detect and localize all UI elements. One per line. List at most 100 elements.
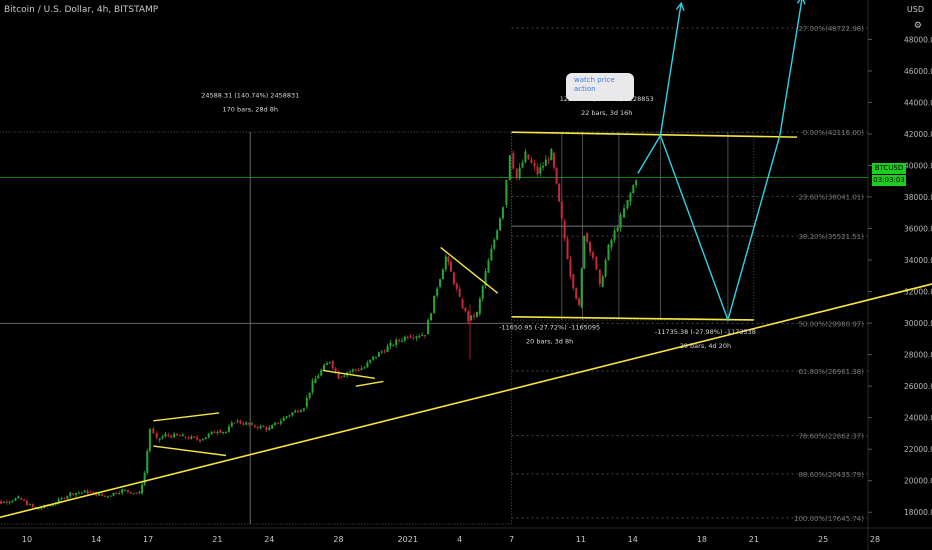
candle-body	[487, 260, 490, 273]
candle-body	[300, 410, 303, 413]
candle-body	[595, 256, 598, 270]
candle-body	[291, 412, 294, 416]
x-tick-label: 14	[91, 535, 101, 544]
candle-body	[86, 490, 89, 494]
candle-body	[256, 426, 259, 429]
measurement-bars-label: 170 bars, 28d 8h	[222, 106, 278, 114]
candle-body	[178, 435, 181, 437]
candle-body	[369, 359, 372, 363]
candle-body	[248, 422, 251, 425]
candle-body	[470, 315, 473, 320]
candle-body	[187, 437, 190, 439]
candle-body	[89, 491, 92, 493]
candle-body	[170, 435, 173, 438]
candle-body	[236, 420, 239, 422]
candle-body	[245, 422, 248, 425]
candle-body	[233, 422, 236, 424]
y-tick-label: 26000.00	[904, 382, 932, 391]
candle-body	[282, 417, 285, 421]
candle-body	[5, 501, 8, 503]
candle-body	[337, 371, 340, 379]
candle-body	[578, 298, 581, 305]
candle-body	[210, 431, 213, 434]
x-tick-label: 4	[457, 535, 462, 544]
candle-body	[501, 207, 504, 219]
candle-body	[31, 504, 34, 507]
candle-body	[60, 497, 63, 500]
candle-body	[271, 424, 274, 429]
candle-body	[230, 422, 233, 427]
candle-body	[100, 493, 103, 496]
candle-body	[204, 437, 207, 440]
candle-body	[392, 345, 395, 347]
candle-body	[372, 356, 375, 360]
candle-body	[305, 397, 308, 407]
candle-body	[377, 352, 380, 357]
candle-body	[569, 259, 572, 277]
y-tick-label: 34000.00	[904, 256, 932, 265]
flag-upper-line	[322, 369, 375, 379]
candle-body	[395, 339, 398, 346]
annotation-line2: action	[574, 85, 596, 93]
candle-body	[518, 167, 521, 179]
candle-body	[478, 298, 481, 314]
candle-body	[66, 496, 69, 499]
y-tick-label: 46000.00	[904, 67, 932, 76]
chart-title: Bitcoin / U.S. Dollar, 4h, BITSTAMP	[4, 5, 159, 15]
projection-path	[637, 133, 781, 323]
x-tick-label: 21	[212, 535, 222, 544]
y-tick-label: 44000.00	[904, 98, 932, 107]
candle-body	[439, 279, 442, 287]
x-tick-label: 2021	[398, 535, 418, 544]
candle-body	[619, 214, 622, 228]
candle-body	[427, 320, 430, 335]
candle-body	[216, 431, 219, 434]
projection-arrow	[659, 3, 682, 136]
fib-level-label: 38.20%(35521.51)	[798, 233, 864, 241]
candle-body	[450, 261, 452, 272]
fib-level-label: 0.00%(42116.00)	[803, 129, 864, 137]
candle-body	[458, 288, 461, 297]
candle-body	[193, 436, 196, 438]
candle-body	[340, 376, 343, 378]
candle-body	[349, 371, 352, 373]
candle-body	[302, 408, 305, 411]
trendline	[0, 283, 932, 519]
current-price-badge: BTCUSD 39226.23	[872, 163, 906, 183]
candle-body	[415, 336, 418, 338]
y-tick-label: 30000.00	[904, 319, 932, 328]
candle-body	[77, 492, 80, 494]
settings-gear-icon[interactable]: ⚙	[913, 21, 922, 31]
candle-body	[436, 288, 439, 296]
fib-level-label: 61.80%(26961.38)	[798, 368, 864, 376]
candle-body	[452, 272, 455, 284]
projection-arrowhead	[675, 1, 685, 11]
y-tick-label: 38000.00	[904, 193, 932, 202]
candle-body	[601, 276, 604, 287]
candle-body	[331, 360, 334, 369]
candle-body	[98, 493, 101, 496]
candle-body	[199, 439, 202, 442]
candle-body	[155, 432, 158, 438]
currency-label: USD	[906, 5, 924, 14]
candle-body	[294, 410, 297, 413]
candle-body	[467, 311, 470, 322]
candle-body	[566, 238, 569, 260]
candle-body	[635, 180, 638, 186]
candle-body	[380, 351, 383, 353]
projection-arrow	[779, 0, 803, 136]
annotation-line1: watch price	[574, 76, 615, 84]
y-tick-label: 22000.00	[904, 445, 932, 454]
candle-body	[51, 505, 54, 507]
annotation-bubble[interactable]: watch price action	[566, 73, 634, 101]
candle-body	[421, 334, 424, 337]
candle-body	[430, 313, 433, 321]
candle-body	[167, 435, 170, 437]
candle-body	[80, 492, 83, 494]
candle-body	[357, 369, 360, 371]
candle-body	[14, 498, 17, 501]
candle-body	[262, 426, 265, 428]
candle-body	[604, 260, 607, 277]
candle-body	[375, 356, 378, 358]
